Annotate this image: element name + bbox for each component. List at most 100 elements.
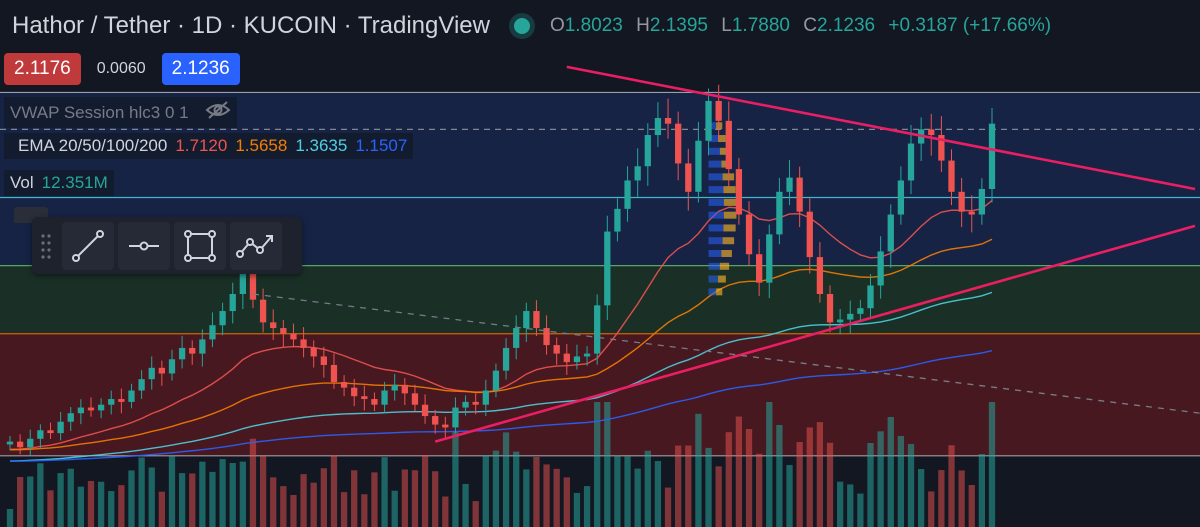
ema-legend[interactable]: EMA 20/50/100/200 1.7120 1.5658 1.3635 1… bbox=[4, 133, 414, 159]
candle-55 bbox=[563, 343, 570, 375]
buy-button[interactable]: 2.1236 bbox=[161, 53, 240, 85]
profile-down-6 bbox=[723, 211, 737, 219]
vwap-legend[interactable]: VWAP Session hlc3 0 1 bbox=[4, 97, 237, 128]
volume-bar-37 bbox=[381, 457, 388, 527]
candle-body-68 bbox=[695, 140, 702, 192]
candle-22 bbox=[229, 282, 236, 324]
ema200-line bbox=[9, 349, 993, 462]
rectangle-icon[interactable] bbox=[174, 221, 226, 270]
profile-up-11 bbox=[708, 147, 720, 155]
candle-91 bbox=[928, 113, 935, 156]
candle-body-70 bbox=[715, 100, 722, 121]
candle-81 bbox=[826, 285, 834, 333]
candle-80 bbox=[816, 242, 824, 303]
candle-32 bbox=[330, 353, 338, 389]
candle-45 bbox=[462, 395, 469, 416]
ema200-value: 1.1507 bbox=[355, 136, 408, 155]
path-icon[interactable] bbox=[230, 221, 282, 270]
volume-bar-5 bbox=[57, 473, 64, 527]
candle-body-50 bbox=[513, 328, 520, 348]
candle-body-95 bbox=[968, 211, 975, 215]
volume-bar-76 bbox=[776, 424, 783, 527]
open-value: 1.8023 bbox=[564, 15, 623, 36]
volume-bar-25 bbox=[259, 456, 267, 527]
candle-11 bbox=[118, 388, 125, 414]
candle-body-85 bbox=[867, 285, 874, 309]
volume-bar-18 bbox=[189, 473, 196, 527]
candle-body-81 bbox=[826, 294, 834, 323]
profile-down-3 bbox=[721, 250, 732, 257]
candle-body-11 bbox=[118, 399, 125, 402]
grip-icon[interactable] bbox=[32, 233, 60, 259]
volume-bar-26 bbox=[270, 477, 277, 527]
candle-34 bbox=[351, 378, 358, 407]
ema100-line bbox=[9, 291, 993, 462]
candle-94 bbox=[958, 177, 965, 228]
trend-line-icon[interactable] bbox=[62, 221, 114, 270]
candle-body-47 bbox=[482, 390, 489, 405]
candle-body-4 bbox=[47, 430, 54, 434]
candle-36 bbox=[371, 392, 378, 412]
ema20-value: 1.7120 bbox=[175, 136, 228, 155]
descending-trendline bbox=[566, 65, 1196, 191]
sell-button[interactable]: 2.1176 bbox=[4, 53, 81, 85]
candle-6 bbox=[67, 406, 74, 431]
candle-58 bbox=[594, 294, 601, 365]
volume-bar-13 bbox=[138, 457, 145, 527]
candle-87 bbox=[887, 204, 894, 269]
volume-bar-57 bbox=[583, 486, 591, 527]
eye-off-icon[interactable] bbox=[205, 100, 231, 125]
candle-body-15 bbox=[158, 367, 165, 374]
volume-bar-41 bbox=[421, 455, 429, 527]
vwap-label: VWAP Session hlc3 0 1 bbox=[10, 102, 189, 122]
horizontal-ray-icon[interactable] bbox=[118, 221, 170, 270]
volume-bar-70 bbox=[715, 466, 722, 527]
candle-12 bbox=[128, 383, 135, 409]
candle-1 bbox=[16, 434, 24, 455]
volume-bar-69 bbox=[705, 447, 712, 527]
candle-body-87 bbox=[887, 214, 894, 252]
candle-body-48 bbox=[492, 370, 500, 391]
volume-bar-74 bbox=[756, 453, 763, 527]
candle-73 bbox=[745, 201, 753, 267]
volume-legend[interactable]: Vol 12.351M bbox=[4, 170, 114, 196]
candle-body-71 bbox=[725, 120, 732, 170]
candle-41 bbox=[421, 394, 429, 424]
profile-down-0 bbox=[716, 288, 723, 296]
candle-64 bbox=[654, 102, 662, 147]
candle-body-31 bbox=[320, 356, 327, 365]
volume-bar-28 bbox=[290, 494, 297, 527]
candle-body-25 bbox=[259, 299, 267, 323]
candle-21 bbox=[219, 302, 226, 336]
profile-up-5 bbox=[708, 224, 724, 232]
volume-bar-81 bbox=[826, 442, 834, 527]
volume-bar-73 bbox=[745, 429, 753, 527]
profile-down-8 bbox=[723, 186, 736, 194]
candle-84 bbox=[857, 299, 864, 323]
candle-body-13 bbox=[138, 379, 145, 391]
candle-body-30 bbox=[310, 347, 317, 357]
candle-59 bbox=[604, 215, 611, 321]
volume-bar-6 bbox=[67, 468, 74, 527]
candle-60 bbox=[614, 198, 621, 242]
candle-33 bbox=[340, 375, 348, 397]
candle-body-17 bbox=[178, 347, 186, 360]
volume-bar-48 bbox=[492, 450, 500, 527]
volume-bar-43 bbox=[442, 496, 449, 527]
candle-body-32 bbox=[330, 364, 338, 382]
candle-body-28 bbox=[290, 333, 297, 340]
candle-body-14 bbox=[148, 367, 155, 380]
candle-79 bbox=[806, 198, 813, 274]
volume-bar-1 bbox=[16, 477, 24, 527]
candle-body-8 bbox=[87, 407, 95, 411]
candle-44 bbox=[452, 397, 459, 434]
ema100-value: 1.3635 bbox=[295, 136, 348, 155]
profile-up-3 bbox=[708, 250, 722, 257]
profile-up-9 bbox=[708, 173, 723, 181]
volume-bar-84 bbox=[857, 493, 864, 527]
candle-body-39 bbox=[401, 384, 408, 394]
volume-bar-63 bbox=[644, 450, 651, 527]
high-value: 2.1395 bbox=[649, 15, 708, 36]
profile-down-12 bbox=[718, 135, 726, 143]
